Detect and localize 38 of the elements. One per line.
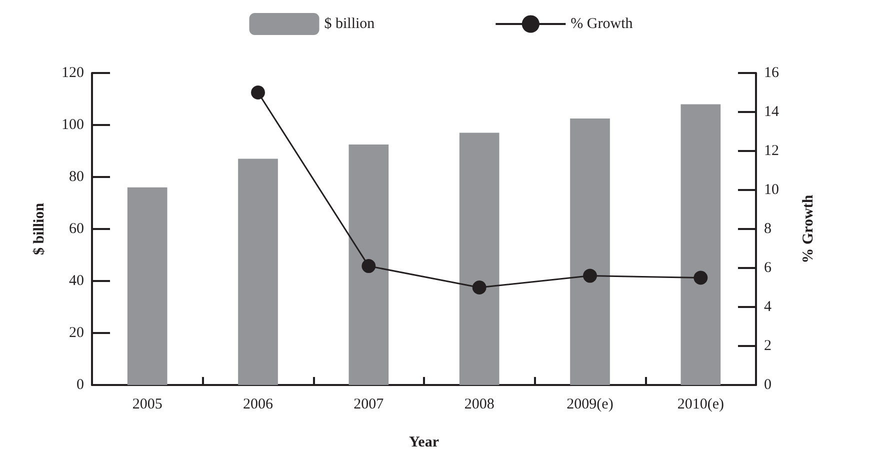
x-tick-label: 2009(e) xyxy=(566,396,614,412)
x-tick-label: 2006 xyxy=(243,396,274,412)
bar xyxy=(238,158,278,385)
y2-tick-label: 10 xyxy=(764,182,779,198)
y-tick-label: 40 xyxy=(69,273,84,289)
x-tick-label: 2007 xyxy=(354,396,384,412)
point xyxy=(583,268,597,283)
bar xyxy=(459,132,500,385)
x-tick-label: 2005 xyxy=(132,396,162,412)
point xyxy=(251,86,265,100)
y-tick-label: 80 xyxy=(69,169,84,185)
y-tick-label: 20 xyxy=(69,325,84,341)
bar xyxy=(680,104,721,385)
x-tick-label: 2010(e) xyxy=(677,396,724,412)
y-tick-label: 100 xyxy=(62,117,84,133)
y-tick-label: 0 xyxy=(76,377,84,393)
point xyxy=(472,280,486,294)
y2-tick-label: 16 xyxy=(764,65,780,81)
y-axis-title: $ billion xyxy=(32,202,48,256)
legend-label: % Growth xyxy=(570,16,634,32)
x-axis-title: Year xyxy=(409,434,440,450)
point xyxy=(694,270,708,285)
bar xyxy=(570,118,610,385)
y2-tick-label: 2 xyxy=(764,338,772,354)
y2-tick-label: 8 xyxy=(764,221,772,237)
y-tick-label: 120 xyxy=(62,65,84,81)
y2-tick-label: 12 xyxy=(764,143,779,159)
point xyxy=(362,259,376,274)
y2-axis-title: % Growth xyxy=(800,194,816,264)
bar xyxy=(127,187,168,385)
y2-tick-label: 14 xyxy=(764,104,780,120)
y2-tick-label: 4 xyxy=(764,299,772,315)
legend-label: $ billion xyxy=(324,16,376,32)
y2-tick-label: 6 xyxy=(764,260,772,276)
y2-tick-label: 0 xyxy=(764,377,772,393)
y-tick-label: 60 xyxy=(69,221,84,237)
bar xyxy=(348,144,389,385)
x-tick-label: 2008 xyxy=(464,396,494,412)
